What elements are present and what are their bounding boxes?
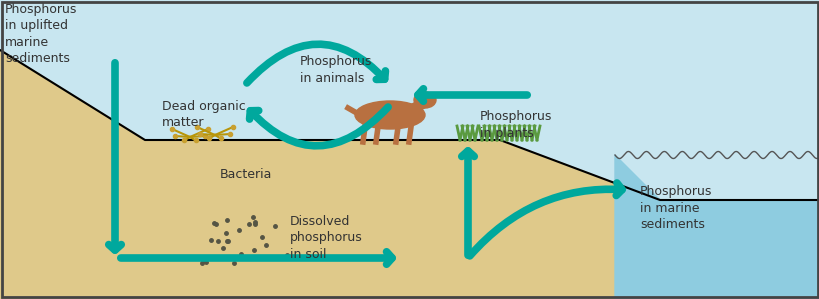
Polygon shape [614, 155, 819, 299]
Ellipse shape [414, 92, 436, 108]
Text: Dissolved
phosphorus
in soil: Dissolved phosphorus in soil [290, 215, 362, 261]
Polygon shape [0, 50, 819, 299]
Text: Phosphorus
in uplifted
marine
sediments: Phosphorus in uplifted marine sediments [5, 3, 77, 65]
Text: Phosphorus
in animals: Phosphorus in animals [300, 55, 372, 85]
Text: Phosphorus
in plants: Phosphorus in plants [479, 110, 552, 140]
Text: Bacteria: Bacteria [219, 168, 272, 181]
Ellipse shape [355, 101, 424, 129]
Text: Phosphorus
in marine
sediments: Phosphorus in marine sediments [639, 185, 712, 231]
Text: Dead organic
matter: Dead organic matter [162, 100, 246, 129]
